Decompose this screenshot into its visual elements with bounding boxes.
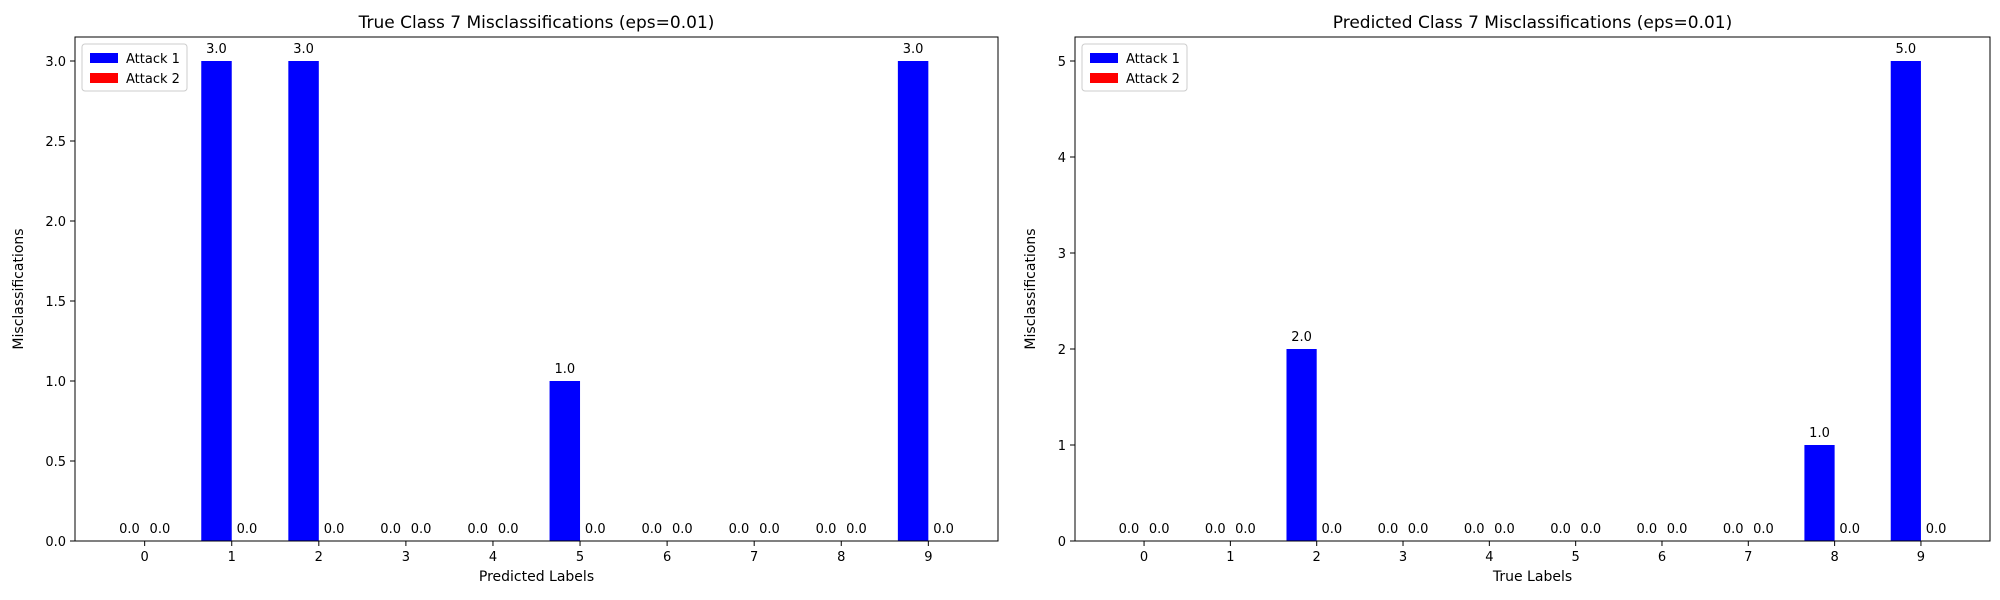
bar-value-label: 0.0 xyxy=(237,522,258,537)
bar-value-label: 0.0 xyxy=(1494,522,1515,537)
bar-value-label: 0.0 xyxy=(1149,522,1170,537)
x-tick-label: 0 xyxy=(1140,550,1148,565)
x-tick-label: 4 xyxy=(489,550,497,565)
x-tick-label: 4 xyxy=(1485,550,1493,565)
x-tick-label: 5 xyxy=(576,550,584,565)
bar-value-label: 0.0 xyxy=(1408,522,1429,537)
chart-panel-2: Predicted Class 7 Misclassifications (ep… xyxy=(1023,13,1991,585)
legend-label: Attack 2 xyxy=(1126,72,1180,87)
bar-value-label: 0.0 xyxy=(467,522,488,537)
bar-value-label: 0.0 xyxy=(119,522,140,537)
x-tick-label: 2 xyxy=(315,550,323,565)
x-tick-label: 9 xyxy=(924,550,932,565)
bar-attack1-5 xyxy=(549,381,581,541)
x-tick-label: 8 xyxy=(1830,550,1838,565)
x-tick-label: 3 xyxy=(402,550,410,565)
y-tick-label: 0 xyxy=(1058,535,1066,550)
legend-swatch-attack2 xyxy=(90,73,118,83)
bar-value-label: 0.0 xyxy=(1378,522,1399,537)
bar-value-label: 0.0 xyxy=(816,522,837,537)
legend-swatch-attack1 xyxy=(90,53,118,63)
bar-value-label: 3.0 xyxy=(903,42,924,57)
bar-value-label: 0.0 xyxy=(1723,522,1744,537)
legend-label: Attack 2 xyxy=(126,72,180,87)
x-axis-label: True Labels xyxy=(1492,569,1572,585)
bar-value-label: 1.0 xyxy=(1809,426,1830,441)
bar-value-label: 0.0 xyxy=(672,522,693,537)
y-tick-label: 3 xyxy=(1058,247,1066,262)
bar-value-label: 0.0 xyxy=(1667,522,1688,537)
y-tick-label: 5 xyxy=(1058,55,1066,70)
x-tick-label: 1 xyxy=(1226,550,1234,565)
y-tick-label: 2.5 xyxy=(45,135,66,150)
bar-value-label: 3.0 xyxy=(293,42,314,57)
bar-value-label: 0.0 xyxy=(1321,522,1342,537)
y-tick-label: 0.0 xyxy=(45,535,66,550)
x-tick-label: 7 xyxy=(1744,550,1752,565)
y-tick-label: 0.5 xyxy=(45,455,66,470)
bar-attack1-1 xyxy=(201,61,232,541)
y-tick-label: 1.0 xyxy=(45,375,66,390)
bar-value-label: 0.0 xyxy=(729,522,750,537)
bar-attack1-9 xyxy=(1890,61,1921,541)
bar-value-label: 1.0 xyxy=(554,362,575,377)
bar-value-label: 0.0 xyxy=(498,522,519,537)
bar-value-label: 0.0 xyxy=(1464,522,1485,537)
bar-attack1-9 xyxy=(897,61,929,541)
y-tick-label: 1 xyxy=(1058,439,1066,454)
bar-value-label: 0.0 xyxy=(1637,522,1658,537)
bar-value-label: 0.0 xyxy=(1839,522,1860,537)
chart-panel-1: True Class 7 Misclassifications (eps=0.0… xyxy=(11,13,999,585)
bar-value-label: 0.0 xyxy=(1753,522,1774,537)
chart-title: True Class 7 Misclassifications (eps=0.0… xyxy=(358,13,715,33)
bar-value-label: 0.0 xyxy=(1580,522,1601,537)
x-tick-label: 1 xyxy=(228,550,236,565)
x-tick-label: 2 xyxy=(1313,550,1321,565)
legend-label: Attack 1 xyxy=(126,52,180,67)
bar-value-label: 0.0 xyxy=(1119,522,1140,537)
bar-attack1-2 xyxy=(288,61,319,541)
y-axis-label: Misclassifications xyxy=(1023,228,1039,349)
x-tick-label: 3 xyxy=(1399,550,1407,565)
x-tick-label: 5 xyxy=(1572,550,1580,565)
bar-value-label: 0.0 xyxy=(933,522,954,537)
x-tick-label: 9 xyxy=(1917,550,1925,565)
x-tick-label: 8 xyxy=(837,550,845,565)
bar-value-label: 0.0 xyxy=(585,522,606,537)
bar-value-label: 0.0 xyxy=(1926,522,1947,537)
y-tick-label: 2.0 xyxy=(45,215,66,230)
y-axis-label: Misclassifications xyxy=(11,228,27,349)
y-tick-label: 1.5 xyxy=(45,295,66,310)
bar-attack1-8 xyxy=(1804,445,1835,541)
bar-value-label: 0.0 xyxy=(1205,522,1226,537)
bar-value-label: 0.0 xyxy=(1550,522,1571,537)
y-tick-label: 4 xyxy=(1058,151,1066,166)
legend-swatch-attack1 xyxy=(1090,53,1118,63)
bar-value-label: 0.0 xyxy=(759,522,780,537)
x-tick-label: 6 xyxy=(663,550,671,565)
y-tick-label: 3.0 xyxy=(45,55,66,70)
chart-title: Predicted Class 7 Misclassifications (ep… xyxy=(1333,13,1733,33)
bar-value-label: 2.0 xyxy=(1291,330,1312,345)
bar-value-label: 5.0 xyxy=(1895,42,1916,57)
x-axis-label: Predicted Labels xyxy=(479,569,594,585)
bar-value-label: 0.0 xyxy=(411,522,432,537)
legend-label: Attack 1 xyxy=(1126,52,1180,67)
bar-attack1-2 xyxy=(1286,349,1317,541)
bar-value-label: 0.0 xyxy=(846,522,867,537)
legend-swatch-attack2 xyxy=(1090,73,1118,83)
bar-value-label: 0.0 xyxy=(150,522,171,537)
bar-value-label: 0.0 xyxy=(642,522,663,537)
y-tick-label: 2 xyxy=(1058,343,1066,358)
plot-frame xyxy=(74,36,999,542)
bar-value-label: 0.0 xyxy=(1235,522,1256,537)
x-tick-label: 6 xyxy=(1658,550,1666,565)
x-tick-label: 7 xyxy=(750,550,758,565)
bar-value-label: 3.0 xyxy=(206,42,227,57)
x-tick-label: 0 xyxy=(141,550,149,565)
bar-value-label: 0.0 xyxy=(380,522,401,537)
plot-frame xyxy=(1074,36,1991,542)
bar-value-label: 0.0 xyxy=(324,522,345,537)
